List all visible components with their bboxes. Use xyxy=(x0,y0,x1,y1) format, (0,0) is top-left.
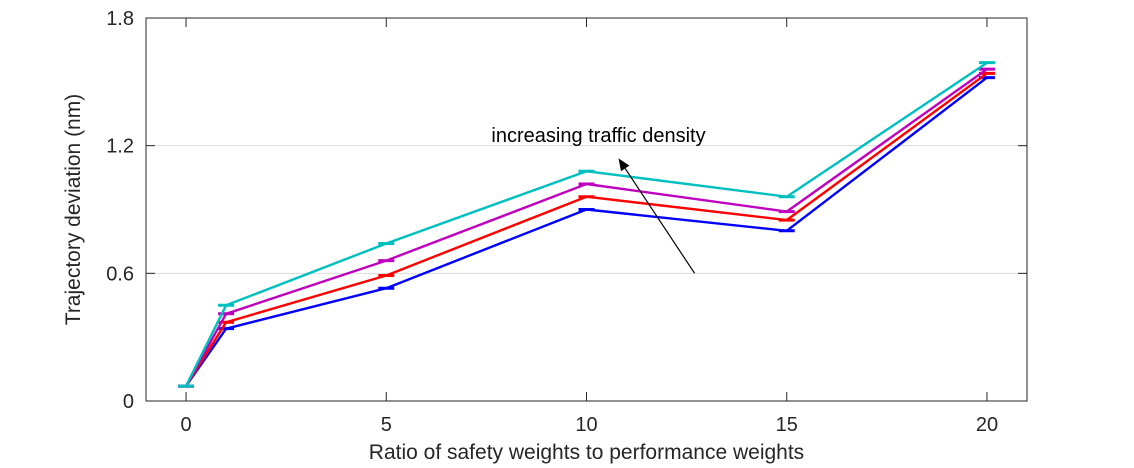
annotation-arrow-head xyxy=(618,158,630,172)
annotation-text: increasing traffic density xyxy=(491,125,705,147)
y-tick-label: 1.2 xyxy=(106,136,134,158)
series-layer xyxy=(178,61,995,388)
series-lowest-density xyxy=(178,76,995,388)
series-line xyxy=(184,72,988,387)
y-axis-title: Trajectory deviation (nm) xyxy=(62,94,85,325)
ticks: 0 0.6 1.2 1.8 0 5 10 15 20 xyxy=(106,8,1027,436)
series-line xyxy=(184,68,988,387)
x-tick-label: 0 xyxy=(180,414,191,436)
series-line xyxy=(185,76,988,387)
series-line xyxy=(184,61,988,387)
series-highest-density xyxy=(178,61,995,388)
y-tick-label: 1.8 xyxy=(106,8,134,30)
series-low-density xyxy=(178,71,995,388)
annotation-arrow xyxy=(624,168,696,274)
x-tick-label: 5 xyxy=(381,414,392,436)
x-axis-title: Ratio of safety weights to performance w… xyxy=(369,441,804,464)
y-tick-label: 0.6 xyxy=(106,263,134,285)
x-tick-label: 20 xyxy=(976,414,998,436)
x-tick-label: 15 xyxy=(776,414,798,436)
y-tick-label: 0 xyxy=(123,391,134,413)
series-high-density xyxy=(178,67,995,388)
annotation: increasing traffic density xyxy=(491,125,706,274)
x-tick-label: 10 xyxy=(575,414,597,436)
